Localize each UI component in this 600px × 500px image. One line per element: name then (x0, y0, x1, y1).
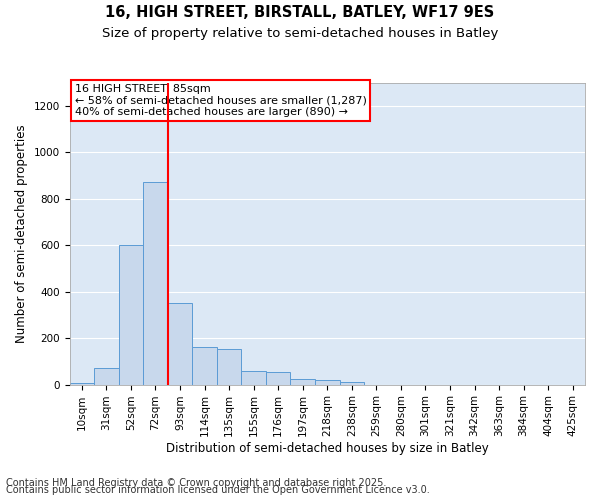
Bar (340, 382, 364, 384)
Bar (94, 368, 119, 384)
Text: Size of property relative to semi-detached houses in Batley: Size of property relative to semi-detach… (102, 28, 498, 40)
Y-axis label: Number of semi-detached properties: Number of semi-detached properties (15, 124, 28, 343)
Text: Contains HM Land Registry data © Crown copyright and database right 2025.: Contains HM Land Registry data © Crown c… (6, 478, 386, 488)
Text: 16, HIGH STREET, BIRSTALL, BATLEY, WF17 9ES: 16, HIGH STREET, BIRSTALL, BATLEY, WF17 … (106, 5, 494, 20)
Bar (315, 380, 340, 384)
Bar (217, 348, 241, 384)
X-axis label: Distribution of semi-detached houses by size in Batley: Distribution of semi-detached houses by … (166, 442, 488, 455)
Bar (119, 245, 143, 384)
Bar (192, 348, 217, 385)
Bar (266, 372, 290, 384)
Bar (290, 379, 315, 384)
Text: 16 HIGH STREET: 85sqm
← 58% of semi-detached houses are smaller (1,287)
40% of s: 16 HIGH STREET: 85sqm ← 58% of semi-deta… (74, 84, 367, 117)
Bar (241, 370, 266, 384)
Bar (143, 182, 168, 384)
Text: Contains public sector information licensed under the Open Government Licence v3: Contains public sector information licen… (6, 485, 430, 495)
Bar (168, 304, 192, 384)
